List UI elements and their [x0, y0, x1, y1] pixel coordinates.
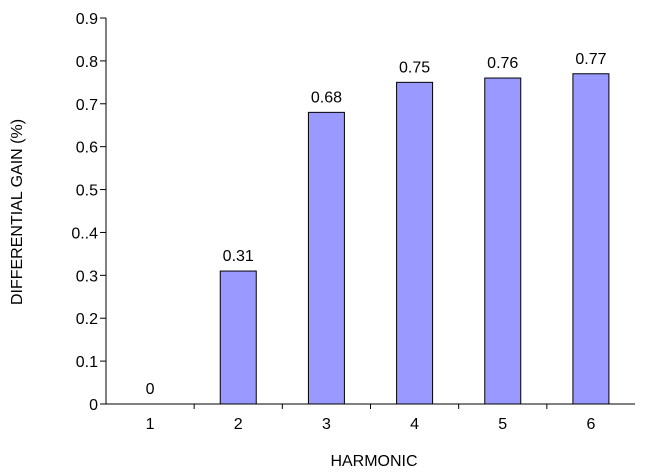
y-axis-title: DIFFERENTIAL GAIN (%): [9, 119, 26, 305]
y-tick-label: 0.7: [76, 97, 98, 114]
data-label-3: 0.68: [311, 89, 342, 106]
data-label-1: 0: [146, 381, 155, 398]
x-tick-label-5: 5: [498, 416, 507, 433]
bar-3: [307, 111, 345, 405]
labels-group: 0 1 0.31 2 0.68 3 0.75 4 0.76 5 0.77 6 0 0.1 0.2 0.3 0..…: [71, 11, 606, 433]
x-axis-title: HARMONIC: [330, 453, 417, 470]
y-tick-label: 0.2: [76, 311, 98, 328]
x-tick-label-6: 6: [586, 416, 595, 433]
data-label-5: 0.76: [487, 55, 518, 72]
y-tick-label: 0..4: [71, 225, 98, 242]
data-label-2: 0.31: [223, 248, 254, 265]
bar-6: [572, 73, 610, 405]
y-tick-label: 0.8: [76, 54, 98, 71]
y-tick-label: 0.5: [76, 183, 98, 200]
bar-5: [484, 77, 522, 405]
bar-4: [396, 81, 434, 405]
data-label-4: 0.75: [399, 59, 430, 76]
y-tick-label: 0.1: [76, 354, 98, 371]
x-tick-label-3: 3: [322, 416, 331, 433]
x-tick-label-4: 4: [410, 416, 419, 433]
bars-group: [219, 73, 610, 405]
x-tick-label-2: 2: [234, 416, 243, 433]
axes-group: [100, 17, 635, 409]
data-label-6: 0.77: [575, 51, 606, 68]
y-tick-label: 0.9: [76, 11, 98, 28]
bar-2: [219, 270, 257, 405]
y-tick-label: 0.6: [76, 140, 98, 157]
y-tick-label: 0.3: [76, 268, 98, 285]
x-tick-label-1: 1: [146, 416, 155, 433]
y-tick-label: 0: [89, 397, 98, 414]
